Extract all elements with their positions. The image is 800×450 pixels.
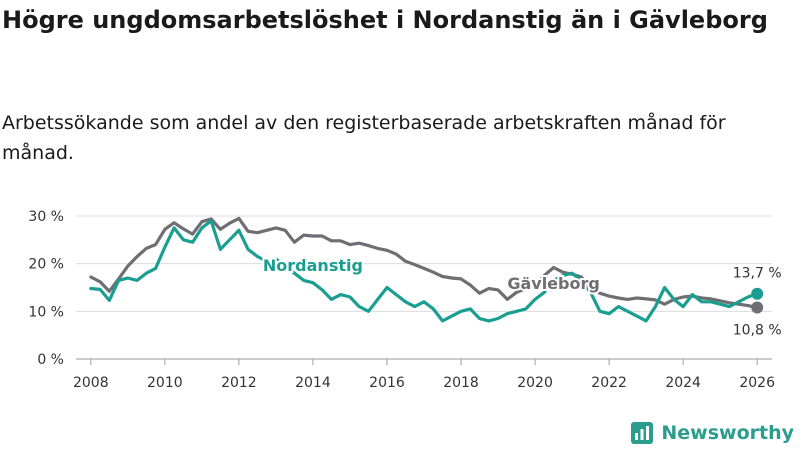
x-tick-label: 2026 bbox=[739, 375, 775, 391]
x-tick-label: 2008 bbox=[73, 375, 109, 391]
series-lines bbox=[89, 216, 764, 323]
series-label-nordanstig: Nordanstig bbox=[263, 256, 363, 275]
x-tick-label: 2014 bbox=[295, 375, 331, 391]
brand-logo: Newsworthy bbox=[631, 422, 794, 444]
chart-subtitle: Arbetssökande som andel av den registerb… bbox=[2, 112, 726, 164]
end-value-label: 13,7 % bbox=[733, 266, 782, 282]
brand-name: Newsworthy bbox=[661, 422, 794, 444]
x-tick-label: 2012 bbox=[221, 375, 257, 391]
x-tick-label: 2016 bbox=[369, 375, 405, 391]
x-tick-label: 2022 bbox=[591, 375, 627, 391]
end-marker-nordanstig bbox=[751, 287, 764, 300]
labels: 10,8 % 13,7 % Gävleborg Nordanstig bbox=[261, 254, 782, 339]
gridlines bbox=[76, 215, 772, 360]
x-tick-label: 2020 bbox=[517, 375, 553, 391]
y-tick-label: 10 % bbox=[28, 304, 64, 320]
y-tick-label: 20 % bbox=[28, 257, 64, 273]
end-value-label: 10,8 % bbox=[733, 323, 782, 339]
y-tick-label: 0 % bbox=[37, 352, 64, 368]
x-tick-label: 2024 bbox=[665, 375, 701, 391]
series-label-gävleborg: Gävleborg bbox=[507, 274, 599, 293]
end-marker-gävleborg bbox=[751, 301, 764, 314]
x-tick-label: 2018 bbox=[443, 375, 479, 391]
series-line-nordanstig bbox=[89, 219, 759, 323]
chart-title: Högre ungdomsarbetslöshet i Nordanstig ä… bbox=[2, 6, 768, 34]
y-tick-label: 30 % bbox=[28, 209, 64, 225]
newsworthy-logo-icon bbox=[631, 422, 654, 444]
series-line-gävleborg bbox=[89, 216, 759, 310]
x-tick-label: 2010 bbox=[147, 375, 183, 391]
axes: 0 % 10 % 20 % 30 % 2008 2010 2012 2014 2016 2018 2… bbox=[28, 209, 775, 391]
